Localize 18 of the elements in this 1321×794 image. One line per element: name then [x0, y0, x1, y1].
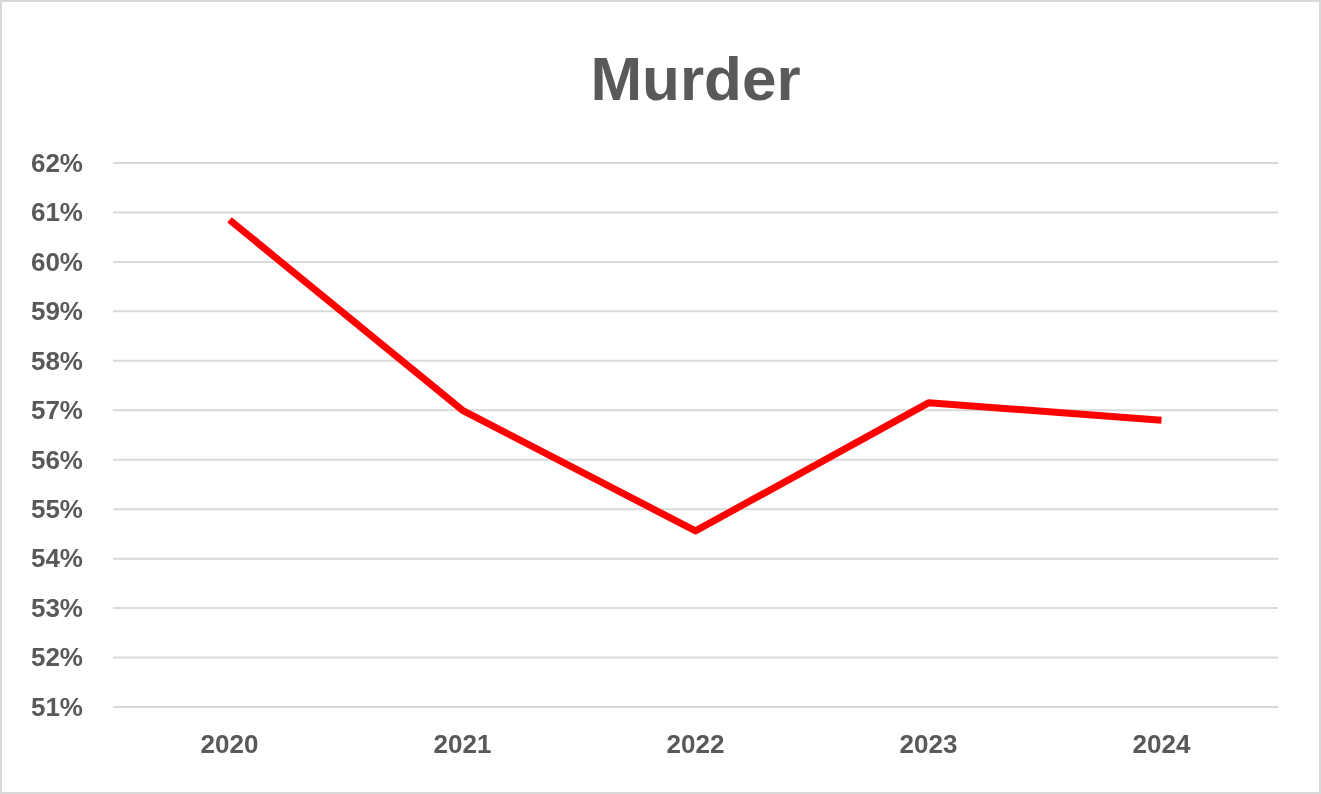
x-tick-label: 2020 — [200, 729, 259, 760]
chart-title: Murder — [590, 44, 801, 113]
y-tick-label: 54% — [30, 543, 83, 574]
x-tick-label: 2022 — [666, 729, 725, 760]
y-tick-label: 59% — [30, 296, 83, 327]
y-tick-label: 56% — [30, 444, 83, 475]
x-tick-label: 2024 — [1132, 729, 1191, 760]
y-tick-label: 62% — [30, 147, 83, 178]
x-tick-label: 2021 — [433, 729, 492, 760]
x-tick-label: 2023 — [899, 729, 958, 760]
y-tick-label: 55% — [30, 494, 83, 524]
y-tick-label: 51% — [30, 691, 83, 722]
y-tick-label: 57% — [30, 395, 83, 426]
y-tick-label: 52% — [30, 642, 83, 673]
y-tick-label: 53% — [30, 592, 83, 623]
y-tick-label: 60% — [30, 246, 83, 277]
y-tick-label: 58% — [30, 345, 83, 376]
y-tick-label: 61% — [30, 197, 83, 228]
